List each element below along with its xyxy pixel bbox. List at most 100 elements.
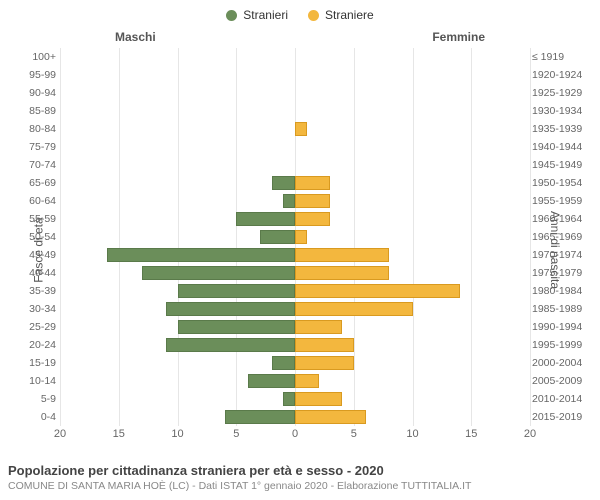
bar-female bbox=[295, 410, 366, 424]
bar-female bbox=[295, 194, 330, 208]
x-tick-label: 15 bbox=[465, 428, 477, 440]
legend-item-male: Stranieri bbox=[226, 8, 288, 22]
bar-male bbox=[260, 230, 295, 244]
y-label-birth: 2005-2009 bbox=[532, 375, 586, 387]
x-tick-label: 5 bbox=[233, 428, 239, 440]
age-row bbox=[60, 390, 530, 408]
bar-male bbox=[178, 320, 296, 334]
age-row bbox=[60, 66, 530, 84]
y-label-birth: 2000-2004 bbox=[532, 357, 586, 369]
y-label-age: 95-99 bbox=[22, 69, 56, 81]
age-row bbox=[60, 372, 530, 390]
bar-male bbox=[283, 392, 295, 406]
chart-title: Popolazione per cittadinanza straniera p… bbox=[8, 463, 592, 478]
age-row bbox=[60, 138, 530, 156]
bar-male bbox=[236, 212, 295, 226]
y-label-birth: 1920-1924 bbox=[532, 69, 586, 81]
age-row bbox=[60, 210, 530, 228]
chart-subtitle: COMUNE DI SANTA MARIA HOÈ (LC) - Dati IS… bbox=[8, 480, 592, 492]
bar-female bbox=[295, 248, 389, 262]
y-label-age: 40-44 bbox=[22, 267, 56, 279]
legend-swatch-female bbox=[308, 10, 319, 21]
bar-female bbox=[295, 302, 413, 316]
x-tick-label: 20 bbox=[524, 428, 536, 440]
y-label-age: 80-84 bbox=[22, 123, 56, 135]
bar-female bbox=[295, 392, 342, 406]
x-tick-label: 0 bbox=[292, 428, 298, 440]
x-axis-labels: 201510505101520 bbox=[60, 428, 530, 442]
bar-male bbox=[142, 266, 295, 280]
age-row bbox=[60, 408, 530, 426]
y-label-age: 20-24 bbox=[22, 339, 56, 351]
bar-male bbox=[283, 194, 295, 208]
bar-female bbox=[295, 212, 330, 226]
y-label-birth: 1955-1959 bbox=[532, 195, 586, 207]
y-label-birth: 1945-1949 bbox=[532, 159, 586, 171]
y-label-birth: 1990-1994 bbox=[532, 321, 586, 333]
age-row bbox=[60, 156, 530, 174]
bar-female bbox=[295, 374, 319, 388]
y-label-age: 85-89 bbox=[22, 105, 56, 117]
age-row bbox=[60, 228, 530, 246]
age-row bbox=[60, 192, 530, 210]
legend-swatch-male bbox=[226, 10, 237, 21]
grid-line bbox=[530, 48, 531, 426]
bar-male bbox=[178, 284, 296, 298]
bar-female bbox=[295, 284, 460, 298]
y-label-birth: 1925-1929 bbox=[532, 87, 586, 99]
x-tick-label: 10 bbox=[406, 428, 418, 440]
y-label-birth: 1970-1974 bbox=[532, 249, 586, 261]
y-label-age: 65-69 bbox=[22, 177, 56, 189]
x-tick-label: 10 bbox=[171, 428, 183, 440]
legend-item-female: Straniere bbox=[308, 8, 374, 22]
y-label-birth: ≤ 1919 bbox=[532, 51, 586, 63]
age-row bbox=[60, 264, 530, 282]
y-label-age: 35-39 bbox=[22, 285, 56, 297]
legend-label-male: Stranieri bbox=[243, 8, 288, 22]
y-label-birth: 1975-1979 bbox=[532, 267, 586, 279]
age-row bbox=[60, 354, 530, 372]
bar-male bbox=[272, 176, 296, 190]
age-row bbox=[60, 120, 530, 138]
population-pyramid-chart: Stranieri Straniere Maschi Femmine Fasce… bbox=[0, 0, 600, 500]
y-label-birth: 1980-1984 bbox=[532, 285, 586, 297]
bar-male bbox=[272, 356, 296, 370]
y-label-birth: 1930-1934 bbox=[532, 105, 586, 117]
age-row bbox=[60, 102, 530, 120]
y-label-birth: 1935-1939 bbox=[532, 123, 586, 135]
y-label-age: 70-74 bbox=[22, 159, 56, 171]
x-tick-label: 5 bbox=[351, 428, 357, 440]
bar-female bbox=[295, 356, 354, 370]
y-label-age: 30-34 bbox=[22, 303, 56, 315]
y-label-age: 75-79 bbox=[22, 141, 56, 153]
bar-female bbox=[295, 122, 307, 136]
y-label-age: 60-64 bbox=[22, 195, 56, 207]
y-label-birth: 1940-1944 bbox=[532, 141, 586, 153]
y-label-age: 10-14 bbox=[22, 375, 56, 387]
age-row bbox=[60, 174, 530, 192]
x-tick-label: 20 bbox=[54, 428, 66, 440]
bar-female bbox=[295, 338, 354, 352]
chart-footer: Popolazione per cittadinanza straniera p… bbox=[8, 463, 592, 492]
age-row bbox=[60, 282, 530, 300]
x-tick-label: 15 bbox=[113, 428, 125, 440]
age-row bbox=[60, 48, 530, 66]
y-label-age: 5-9 bbox=[22, 393, 56, 405]
y-label-age: 90-94 bbox=[22, 87, 56, 99]
bar-female bbox=[295, 176, 330, 190]
y-label-age: 100+ bbox=[22, 51, 56, 63]
bar-male bbox=[166, 302, 295, 316]
y-label-birth: 1985-1989 bbox=[532, 303, 586, 315]
legend: Stranieri Straniere bbox=[0, 0, 600, 22]
y-label-age: 45-49 bbox=[22, 249, 56, 261]
y-label-age: 55-59 bbox=[22, 213, 56, 225]
y-label-birth: 1965-1969 bbox=[532, 231, 586, 243]
bar-female bbox=[295, 230, 307, 244]
age-row bbox=[60, 318, 530, 336]
column-title-male: Maschi bbox=[115, 30, 156, 44]
y-label-birth: 1995-1999 bbox=[532, 339, 586, 351]
y-label-birth: 2015-2019 bbox=[532, 411, 586, 423]
bar-female bbox=[295, 320, 342, 334]
age-row bbox=[60, 336, 530, 354]
bar-male bbox=[248, 374, 295, 388]
